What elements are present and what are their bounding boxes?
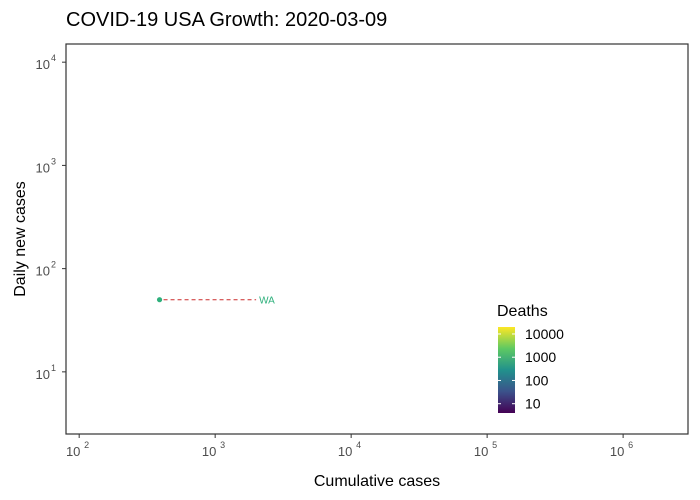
chart-title: COVID-19 USA Growth: 2020-03-09 (66, 9, 388, 31)
x-tick-exponent: 2 (84, 440, 89, 450)
legend-colorbar (498, 327, 515, 413)
data-point-label: WA (259, 296, 275, 307)
legend-label: 1000 (525, 349, 556, 365)
x-tick-exponent: 3 (220, 440, 225, 450)
x-tick-label: 10 (338, 444, 352, 459)
plot-panel (65, 43, 689, 435)
x-tick-exponent: 4 (356, 440, 361, 450)
legend-label: 100 (525, 372, 549, 388)
y-tick-label: 10 (36, 160, 50, 175)
x-tick-label: 10 (474, 444, 488, 459)
y-tick-exponent: 1 (51, 363, 56, 373)
legend-ticks: 10000 1000 100 10 (498, 326, 564, 412)
legend-label: 10 (525, 396, 541, 412)
x-tick-exponent: 6 (628, 440, 633, 450)
x-tick-label: 10 (610, 444, 624, 459)
legend-title: Deaths (497, 303, 548, 320)
x-tick-exponent: 5 (492, 440, 497, 450)
y-tick-label: 10 (36, 264, 50, 279)
x-tick-label: 10 (66, 444, 80, 459)
legend: Deaths 10000 1000 100 10 (497, 303, 564, 413)
data-marks: WA (156, 296, 275, 307)
x-axis: 10 2 10 3 10 4 10 5 10 6 (66, 434, 633, 459)
y-tick-exponent: 2 (51, 260, 56, 270)
data-point (156, 297, 163, 303)
y-tick-label: 10 (36, 367, 50, 382)
y-tick-exponent: 3 (51, 156, 56, 166)
x-axis-title: Cumulative cases (314, 473, 440, 490)
y-axis-title: Daily new cases (12, 181, 29, 297)
y-tick-label: 10 (36, 57, 50, 72)
y-tick-exponent: 4 (51, 53, 56, 63)
legend-label: 10000 (525, 326, 564, 342)
x-tick-label: 10 (202, 444, 216, 459)
